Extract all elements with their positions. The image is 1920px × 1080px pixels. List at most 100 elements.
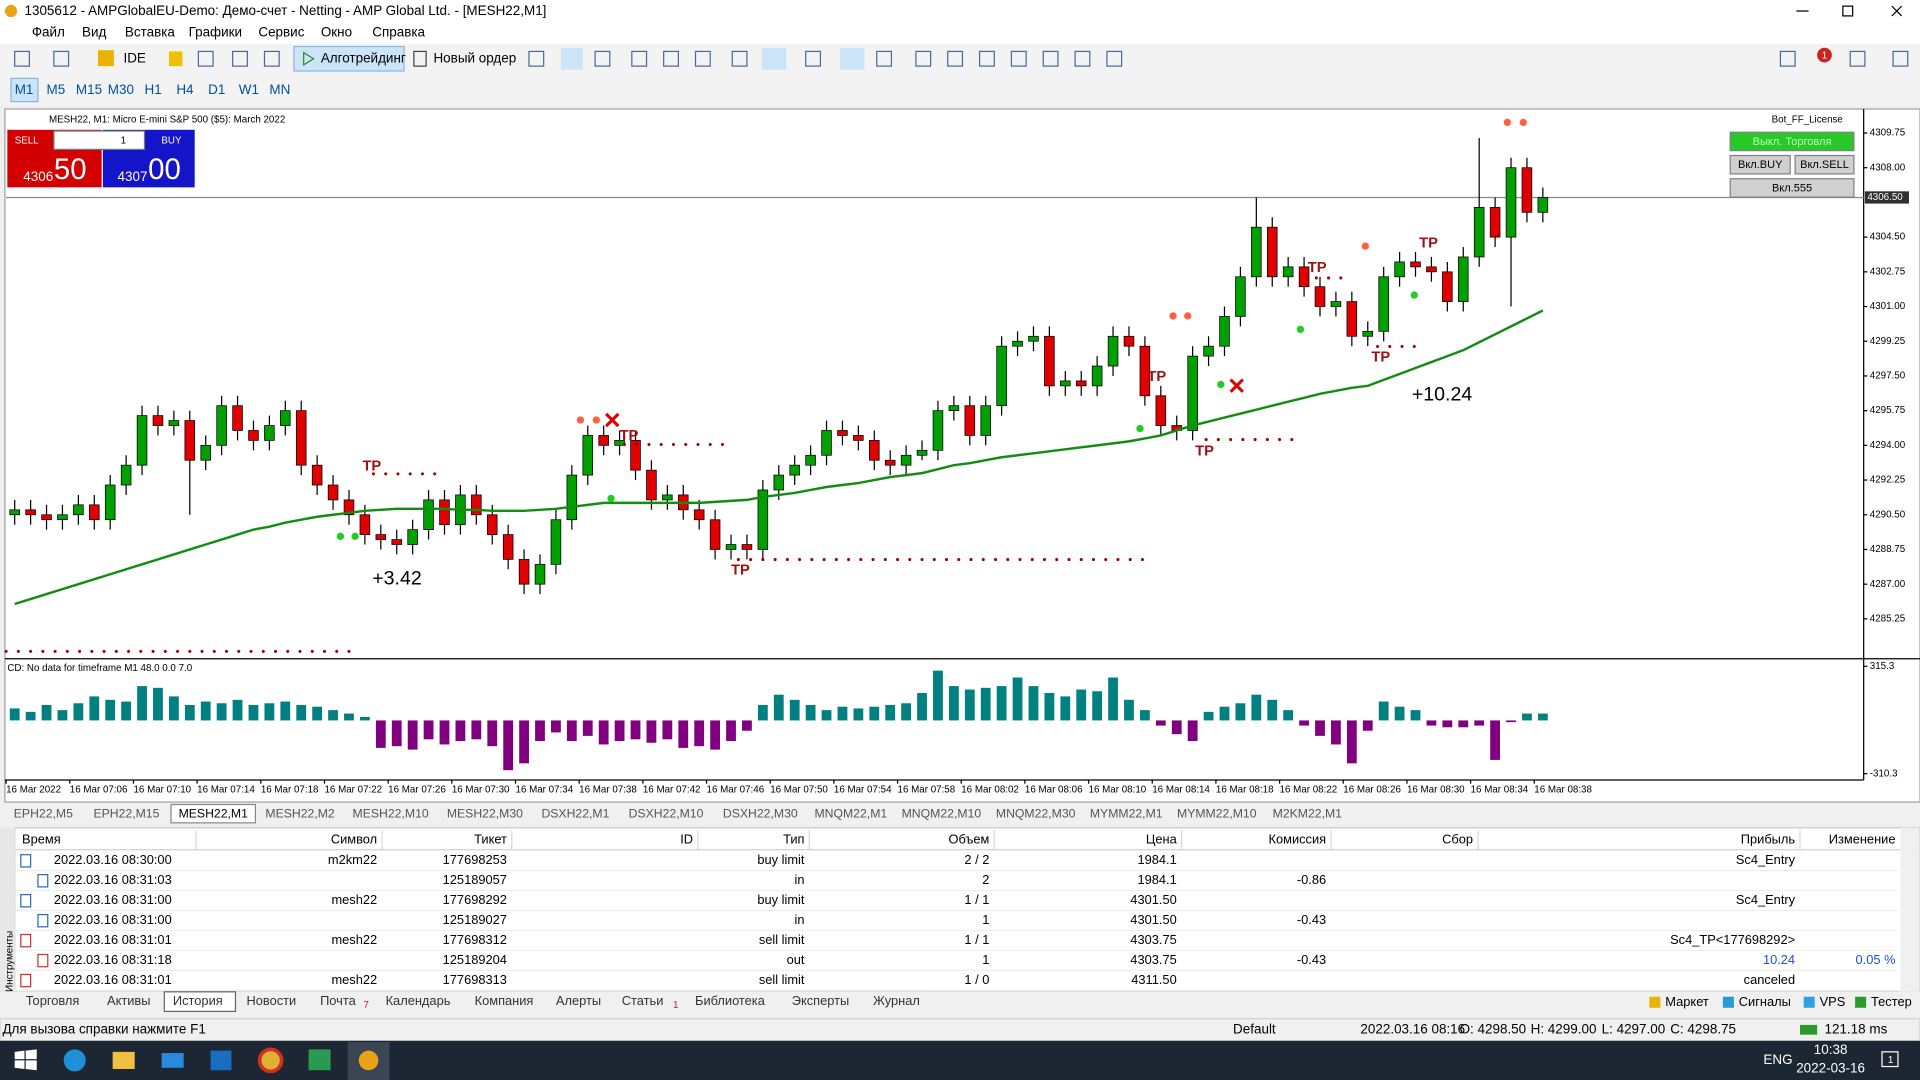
timeframe-button[interactable]: MN (269, 82, 290, 97)
toolbar-icon[interactable] (694, 50, 711, 67)
toolbar-icon[interactable] (1074, 50, 1091, 67)
bottom-tab[interactable] (311, 991, 375, 1012)
menu-item[interactable]: Вставка (125, 25, 176, 40)
symbol-tab[interactable] (170, 803, 257, 824)
symbol-tab[interactable] (4, 804, 82, 823)
candle-body (120, 464, 132, 486)
cursor-toggle[interactable] (840, 47, 865, 70)
timeframe-button[interactable]: M30 (108, 82, 134, 97)
bottom-tab[interactable] (613, 991, 684, 1012)
toolbar-icon[interactable] (1779, 50, 1796, 67)
tp-label: TP (1419, 236, 1438, 252)
bottom-tab[interactable] (466, 991, 545, 1012)
order-button[interactable]: Новый ордер (433, 50, 516, 65)
toolbar-icon[interactable] (915, 50, 932, 67)
explorer-icon[interactable] (112, 1051, 135, 1069)
outlook-icon[interactable] (210, 1050, 232, 1071)
bottom-tab[interactable] (547, 991, 611, 1012)
toolbar-icon[interactable] (805, 50, 822, 67)
symbol-tab[interactable] (344, 804, 437, 823)
candle-body (1235, 276, 1246, 317)
symbol-tab[interactable] (1170, 804, 1263, 823)
bot-button[interactable] (1729, 154, 1791, 175)
toolbar-icon[interactable] (197, 50, 214, 67)
symbol-tab[interactable] (808, 804, 894, 823)
close-button[interactable] (1891, 5, 1903, 17)
bottom-tab[interactable] (864, 991, 928, 1012)
timeframe-button[interactable]: M15 (76, 82, 102, 97)
toolbar-icon[interactable] (663, 50, 679, 67)
toolbar-icon[interactable] (731, 50, 748, 67)
tp-label: TP (1195, 444, 1214, 460)
bottom-right-link[interactable]: Маркет (1665, 994, 1709, 1009)
bottom-tab[interactable] (17, 991, 97, 1012)
symbol-tab[interactable] (438, 804, 531, 823)
bottom-tab[interactable] (686, 991, 781, 1012)
bot-button[interactable] (1729, 178, 1855, 198)
toolbar-icon[interactable] (876, 50, 893, 67)
toolbar-icon[interactable] (1892, 50, 1909, 67)
menu-item[interactable]: Справка (372, 25, 425, 40)
symbol-tab[interactable] (84, 804, 169, 823)
toolbar-icon[interactable] (594, 50, 611, 67)
app-icon-green[interactable] (308, 1049, 331, 1071)
timeframe-button[interactable]: H4 (176, 82, 194, 97)
toolbar-icon[interactable] (947, 50, 964, 67)
toolbar-icon[interactable] (1042, 50, 1059, 67)
toolbar-icon[interactable] (1010, 50, 1027, 67)
lot-input[interactable] (53, 130, 146, 150)
edge-icon[interactable] (63, 1049, 86, 1072)
toolbar-icon[interactable] (978, 50, 995, 67)
menu-item[interactable]: Вид (82, 25, 106, 40)
toolbar-icon[interactable] (232, 50, 248, 67)
chrome-icon[interactable] (257, 1047, 284, 1074)
start-button[interactable] (14, 1049, 37, 1071)
symbol-tab[interactable] (989, 804, 1082, 823)
restore-button[interactable] (1842, 5, 1854, 17)
timeframe-button[interactable]: M5 (47, 82, 66, 97)
menu-item[interactable]: Файл (32, 25, 65, 40)
symbol-tab[interactable] (714, 804, 807, 823)
toolbar-icon[interactable] (631, 50, 648, 67)
toolbar-icon[interactable] (14, 50, 30, 67)
symbol-tab[interactable] (620, 804, 712, 823)
symbol-tab[interactable] (1084, 804, 1169, 823)
toolbar-icon[interactable] (1106, 50, 1123, 67)
timeframe-button[interactable]: W1 (239, 82, 259, 97)
bottom-right-link[interactable]: Сигналы (1739, 994, 1791, 1009)
bot-button[interactable] (1729, 131, 1855, 152)
ide-button[interactable]: IDE (123, 50, 145, 65)
shift-toggle[interactable] (761, 47, 787, 70)
x-tick-label: 16 Mar 07:22 (324, 784, 382, 795)
bottom-tab[interactable] (237, 991, 310, 1012)
menu-item[interactable]: Сервис (258, 25, 304, 40)
bot-button-label: Выкл. Торговля (1753, 136, 1832, 148)
bottom-tab[interactable] (163, 991, 237, 1013)
mail-icon[interactable] (161, 1053, 184, 1068)
candle-body (709, 519, 721, 550)
algo-button[interactable]: Алготрейдинг (321, 50, 406, 65)
menu-item[interactable]: Графики (189, 25, 242, 40)
timeframe-button[interactable]: D1 (208, 82, 225, 97)
symbol-tab[interactable] (895, 804, 988, 823)
bars-toggle[interactable] (560, 47, 583, 70)
algo-button-bg[interactable] (293, 45, 405, 72)
bottom-tab[interactable] (377, 991, 464, 1012)
timeframe-button[interactable]: M1 (15, 82, 34, 97)
symbol-tab[interactable] (1265, 804, 1350, 823)
bottom-tab[interactable] (98, 991, 162, 1012)
toolbar-icon[interactable] (263, 50, 280, 67)
notification-icon[interactable] (1881, 1051, 1899, 1068)
toolbar-icon[interactable] (53, 50, 70, 67)
timeframe-button[interactable]: H1 (144, 82, 161, 97)
bot-button[interactable] (1794, 154, 1855, 175)
menu-item[interactable]: Окно (321, 25, 352, 40)
toolbar-icon[interactable] (1849, 50, 1866, 67)
symbol-tab[interactable] (257, 804, 343, 823)
symbol-tab-label: DSXH22,M1 (541, 807, 609, 821)
bottom-tab[interactable] (783, 991, 863, 1012)
bottom-right-link[interactable]: Тестер (1871, 994, 1912, 1009)
symbol-tab[interactable] (533, 804, 618, 823)
bottom-right-link[interactable]: VPS (1820, 994, 1846, 1009)
toolbar-icon[interactable] (528, 50, 545, 67)
